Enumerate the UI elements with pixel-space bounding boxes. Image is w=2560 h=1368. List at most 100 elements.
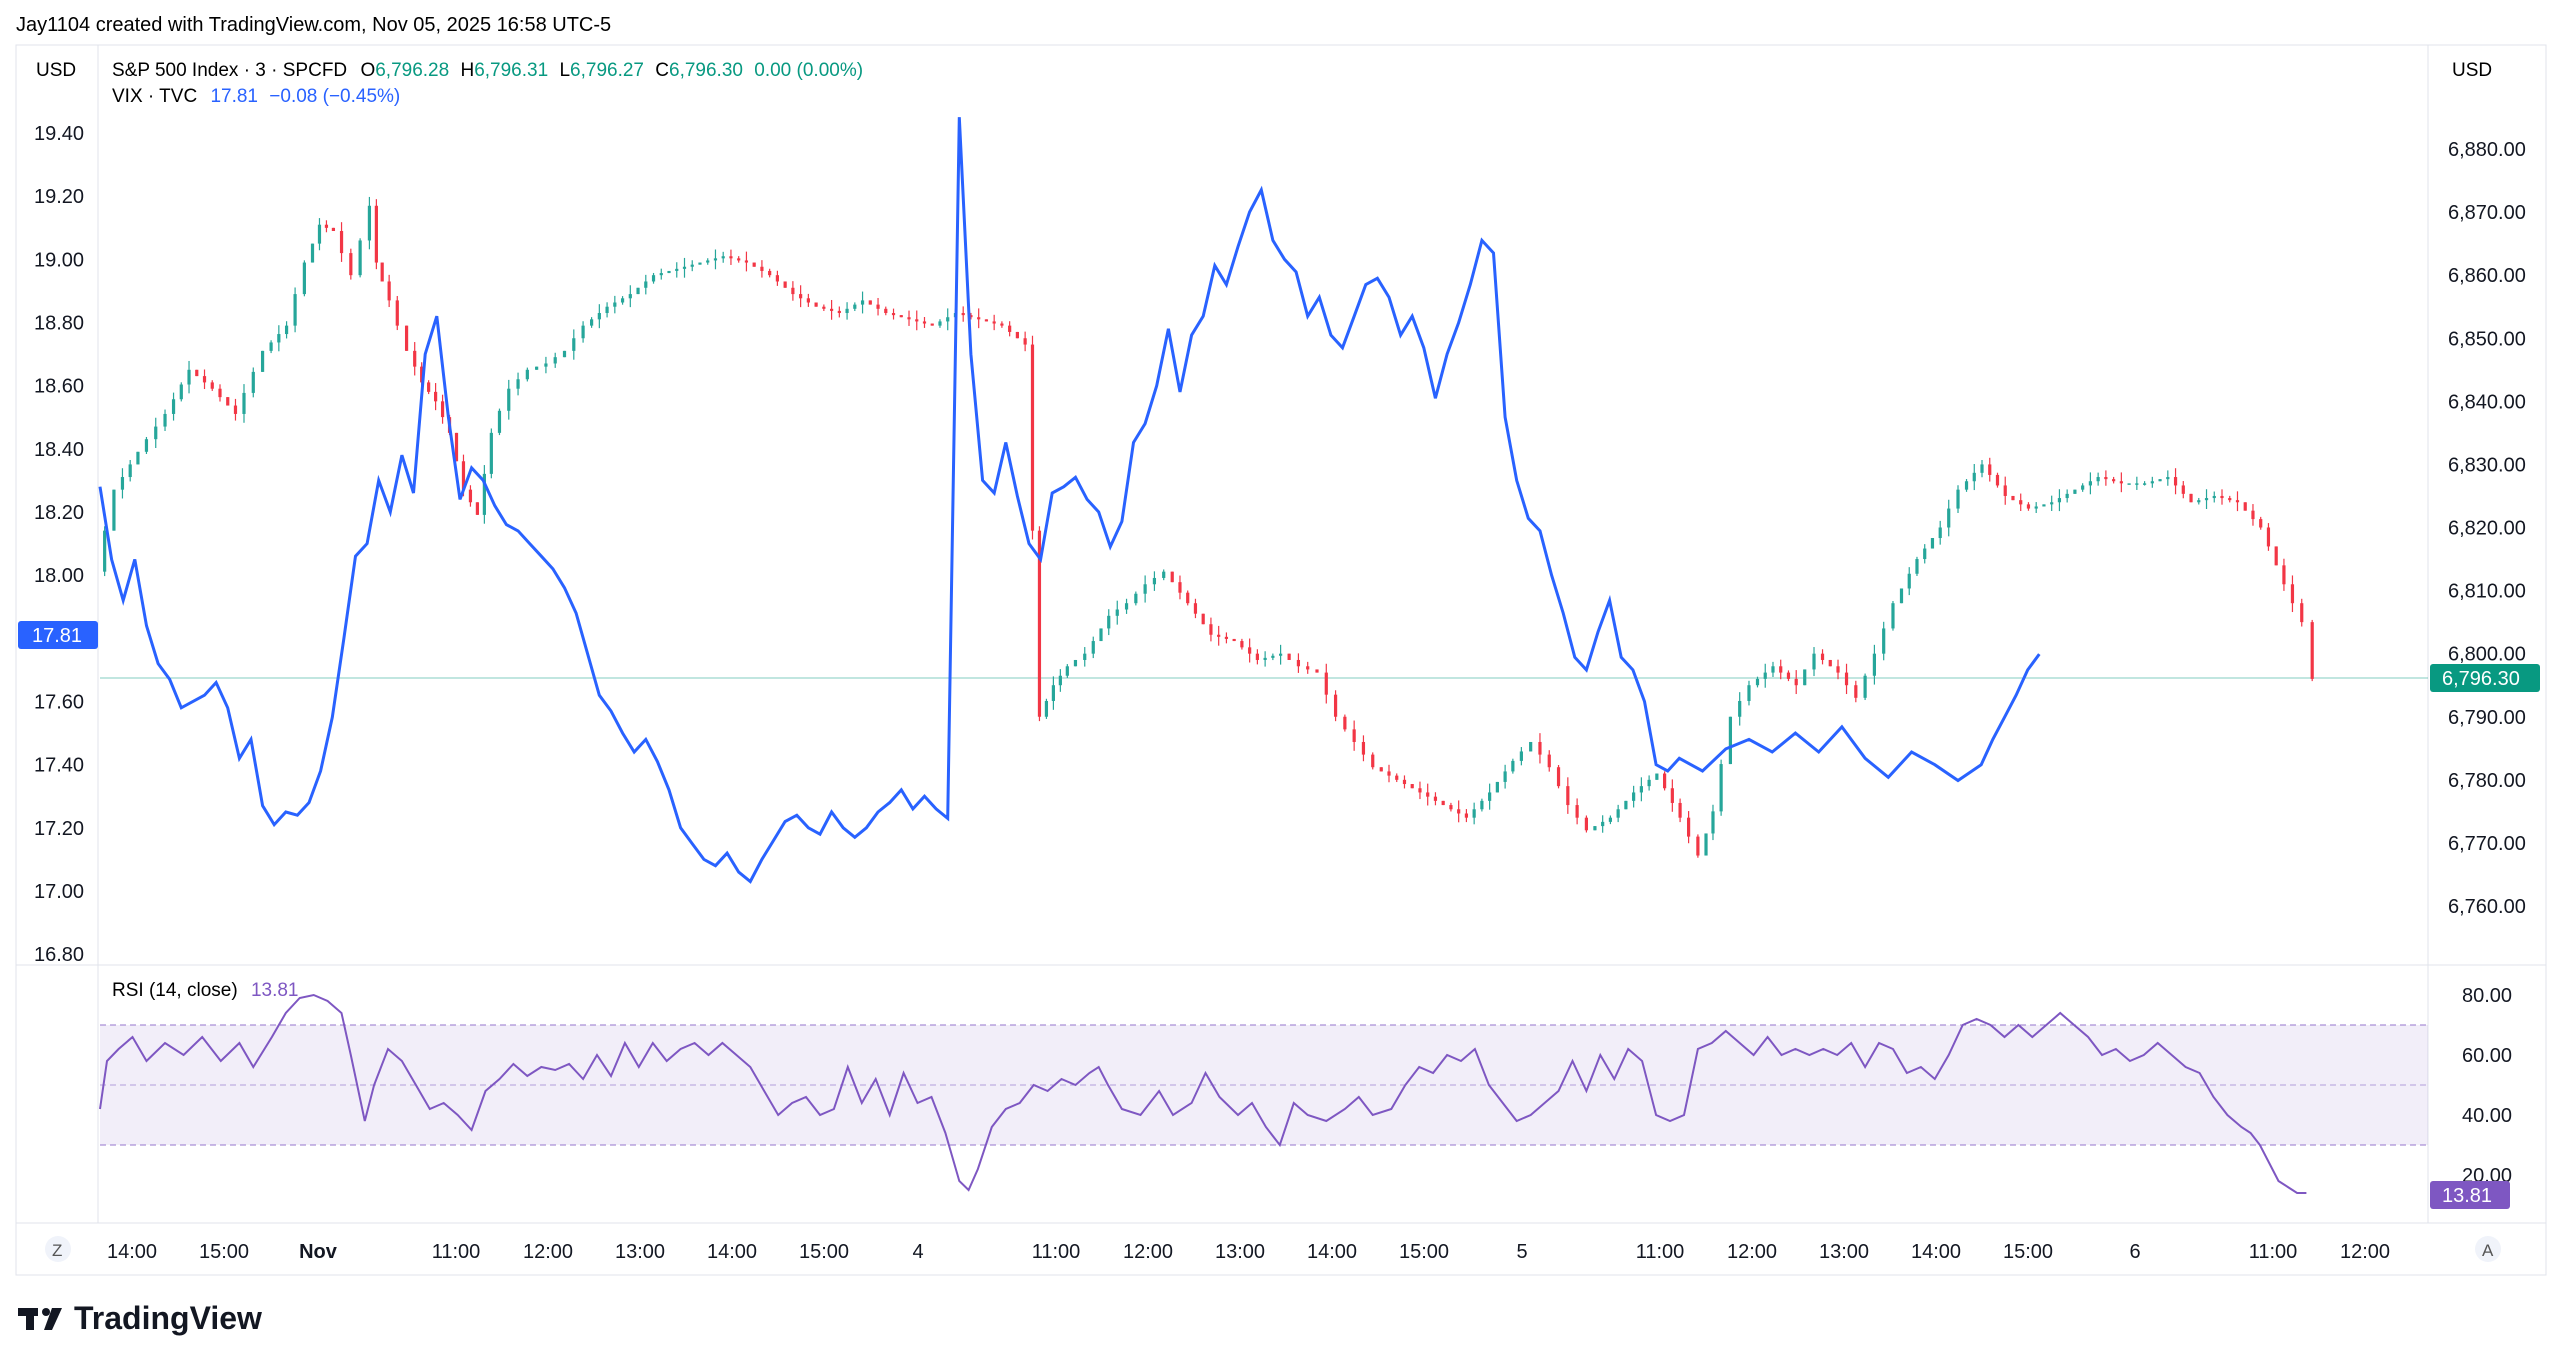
spx-candle-body	[1016, 332, 1019, 338]
rsi-legend[interactable]: RSI (14, close) 13.81	[112, 980, 298, 1001]
spx-candle-body	[1576, 805, 1579, 818]
spx-candle-body	[745, 260, 748, 262]
spx-candle-body	[1380, 767, 1383, 771]
spx-candle-body	[2120, 481, 2123, 483]
spx-candle-body	[2220, 496, 2223, 498]
rsi-badge-text: 13.81	[2442, 1185, 2492, 1207]
spx-candle-body	[1052, 685, 1055, 701]
spx-candle-body	[706, 260, 709, 262]
spx-candle-body	[1845, 673, 1848, 686]
spx-candle-body	[498, 411, 501, 433]
spx-candle-body	[293, 294, 296, 326]
spx-candle-body	[1008, 326, 1011, 332]
spx-candle-body	[203, 376, 206, 382]
right-axis-tick: 6,810.00	[2448, 581, 2526, 603]
spx-candle-body	[2143, 483, 2146, 485]
timezone-corner-button[interactable]: Z	[45, 1236, 71, 1262]
time-axis[interactable]: 14:00 15:00 Nov 11:00 12:00 13:00 14:00 15:00 4 1…	[107, 1241, 2390, 1263]
spx-candle-body	[581, 326, 584, 339]
vix-legend-symbol: VIX · TVC	[112, 86, 197, 107]
spx-candle-body	[2011, 496, 2014, 500]
time-axis-label: 6	[2129, 1241, 2140, 1263]
spx-candle-body	[311, 244, 314, 263]
spx-candle-body	[277, 334, 280, 342]
spx-candle-body	[1663, 774, 1666, 789]
currency-right-label[interactable]: USD	[2452, 60, 2492, 81]
spx-candle-body	[242, 393, 245, 414]
spx-candle-body	[815, 303, 818, 307]
spx-candle-body	[211, 382, 214, 388]
spx-candle-body	[1362, 742, 1365, 755]
main-legend[interactable]: S&P 500 Index · 3 · SPCFD O6,796.28 H6,7…	[112, 60, 863, 81]
spx-candle-body	[1202, 614, 1205, 625]
price-badge-text: 6,796.30	[2442, 668, 2520, 690]
time-axis-label: 13:00	[1819, 1241, 1869, 1263]
spx-candle-body	[1520, 751, 1523, 760]
spx-candle-body	[1720, 764, 1723, 811]
left-axis-tick: 17.40	[34, 755, 84, 777]
spx-candle-body	[2050, 502, 2053, 504]
spx-candle-body	[1585, 818, 1588, 831]
spx-candle-body	[590, 319, 593, 325]
price-badge: 6,796.30	[2430, 664, 2540, 692]
spx-candle-body	[218, 389, 221, 397]
spx-candle-body	[2244, 502, 2247, 510]
spx-candle-body	[1908, 574, 1911, 589]
tradingview-logo[interactable]: TradingView	[18, 1300, 262, 1336]
rsi-legend-value: 13.81	[251, 980, 299, 1001]
spx-candle-body	[753, 263, 756, 267]
spx-candle-body	[2042, 504, 2045, 506]
spx-candle-body	[799, 294, 802, 298]
spx-candle-body	[737, 258, 740, 260]
rsi-axis-tick: 40.00	[2462, 1105, 2512, 1127]
right-axis-tick: 6,770.00	[2448, 833, 2526, 855]
spx-candle-body	[340, 231, 343, 253]
spx-candle-body	[2073, 490, 2076, 494]
currency-left-label[interactable]: USD	[36, 60, 76, 81]
auto-scale-corner-button[interactable]: A	[2475, 1236, 2501, 1262]
spx-candle-body	[112, 490, 115, 531]
left-axis-tick: 18.60	[34, 376, 84, 398]
left-price-axis[interactable]: 19.40 19.20 19.00 18.80 18.60 18.40 18.20 18.00…	[34, 123, 84, 966]
spx-candle-body	[993, 321, 996, 323]
spx-candle-body	[1434, 797, 1437, 801]
spx-candle-body	[807, 298, 810, 302]
spx-candle-body	[1996, 475, 1999, 486]
corner-left-text: Z	[52, 1241, 62, 1260]
spx-candle-body	[252, 372, 255, 393]
spx-candle-body	[2205, 498, 2208, 500]
spx-candle-body	[853, 305, 856, 309]
time-axis-label: 14:00	[107, 1241, 157, 1263]
spx-candle-body	[861, 300, 864, 304]
spx-candle-body	[1000, 324, 1003, 326]
left-axis-tick: 18.80	[34, 313, 84, 335]
spx-candle-body	[1134, 594, 1137, 603]
spx-candle-body	[1186, 593, 1189, 604]
vix-legend[interactable]: VIX · TVC 17.81 −0.08 (−0.45%)	[112, 86, 400, 107]
spx-candle-body	[1045, 701, 1048, 717]
spx-candle-body	[303, 263, 306, 295]
time-axis-label: 15:00	[799, 1241, 849, 1263]
spx-candle-body	[1687, 818, 1690, 837]
spx-candle-body	[1812, 654, 1815, 670]
spx-candle-body	[2097, 477, 2100, 481]
left-axis-tick: 19.20	[34, 186, 84, 208]
time-axis-label: 11:00	[432, 1241, 481, 1263]
vix-line	[100, 117, 2039, 881]
spx-candle-body	[1729, 717, 1732, 764]
time-axis-label: 12:00	[2340, 1241, 2390, 1263]
spx-candle-body	[1288, 654, 1291, 660]
spx-candle-body	[469, 490, 472, 503]
right-axis-tick: 6,860.00	[2448, 265, 2526, 287]
spx-candle-body	[1418, 788, 1421, 792]
right-price-axis[interactable]: 6,880.00 6,870.00 6,860.00 6,850.00 6,840.00…	[2448, 139, 2526, 918]
spx-candle-body	[405, 326, 408, 351]
spx-candle-body	[427, 382, 430, 391]
spx-candle-body	[1387, 771, 1390, 775]
spx-candle-body	[1325, 673, 1328, 695]
main-legend-o-value: 6,796.28	[375, 60, 449, 81]
spx-candle-body	[526, 370, 529, 379]
spx-candle-body	[1031, 345, 1034, 531]
